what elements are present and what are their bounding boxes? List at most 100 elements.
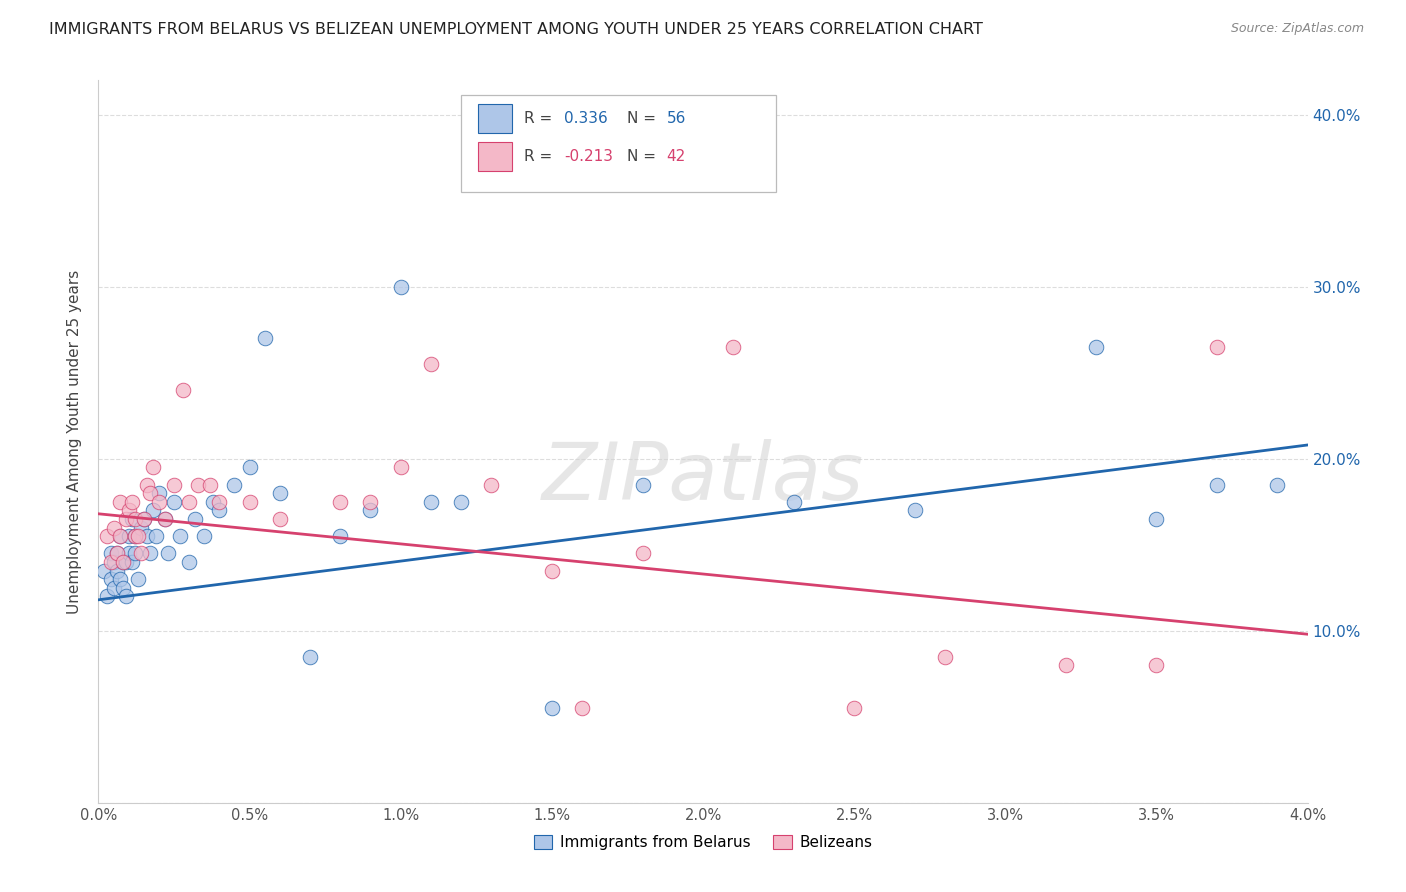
Point xyxy=(723,340,745,354)
Point xyxy=(139,546,162,560)
Text: -0.213: -0.213 xyxy=(564,149,613,163)
Point xyxy=(132,512,155,526)
Point xyxy=(389,460,412,475)
Point xyxy=(844,701,866,715)
Point xyxy=(153,512,176,526)
Point xyxy=(202,494,225,508)
Point xyxy=(631,477,654,491)
Point xyxy=(153,512,176,526)
Point xyxy=(114,555,136,569)
Point xyxy=(135,477,157,491)
Point xyxy=(1267,477,1289,491)
Point xyxy=(145,529,167,543)
Point xyxy=(179,494,201,508)
Point xyxy=(179,555,201,569)
Point xyxy=(103,520,125,534)
Point xyxy=(782,494,804,508)
Point xyxy=(100,555,122,569)
Point xyxy=(360,503,382,517)
Point xyxy=(184,512,207,526)
Point xyxy=(142,503,165,517)
Text: IMMIGRANTS FROM BELARUS VS BELIZEAN UNEMPLOYMENT AMONG YOUTH UNDER 25 YEARS CORR: IMMIGRANTS FROM BELARUS VS BELIZEAN UNEM… xyxy=(49,22,983,37)
Point xyxy=(148,494,170,508)
Point xyxy=(1054,658,1077,673)
Text: N =: N = xyxy=(627,112,661,126)
Point xyxy=(904,503,927,517)
Legend: Immigrants from Belarus, Belizeans: Immigrants from Belarus, Belizeans xyxy=(527,830,879,856)
Point xyxy=(114,590,136,604)
Text: 0.336: 0.336 xyxy=(564,112,607,126)
Point xyxy=(299,649,322,664)
Point xyxy=(129,520,152,534)
Point xyxy=(253,331,276,345)
Point xyxy=(156,546,179,560)
Point xyxy=(105,564,128,578)
Point xyxy=(121,494,143,508)
Point xyxy=(1206,340,1229,354)
Point xyxy=(124,546,146,560)
Point xyxy=(96,590,118,604)
Point xyxy=(163,477,186,491)
Point xyxy=(132,512,155,526)
Point xyxy=(169,529,191,543)
Point xyxy=(108,529,131,543)
Point xyxy=(111,555,134,569)
Point xyxy=(269,512,291,526)
Point xyxy=(111,555,134,569)
Point xyxy=(139,486,162,500)
Point xyxy=(108,529,131,543)
Point xyxy=(239,494,262,508)
Point xyxy=(105,546,128,560)
Point xyxy=(124,512,146,526)
Point xyxy=(329,494,352,508)
FancyBboxPatch shape xyxy=(478,142,512,170)
Point xyxy=(692,159,714,173)
Text: R =: R = xyxy=(524,112,557,126)
Point xyxy=(224,477,246,491)
Point xyxy=(631,546,654,560)
Point xyxy=(111,581,134,595)
Point xyxy=(187,477,209,491)
Point xyxy=(540,701,562,715)
Point xyxy=(450,494,472,508)
Point xyxy=(172,383,194,397)
Point xyxy=(481,477,503,491)
Point xyxy=(100,572,122,586)
Point xyxy=(148,486,170,500)
FancyBboxPatch shape xyxy=(461,95,776,193)
Point xyxy=(163,494,186,508)
Text: 42: 42 xyxy=(666,149,686,163)
Point xyxy=(124,529,146,543)
Point xyxy=(121,512,143,526)
Point xyxy=(129,546,152,560)
Point xyxy=(96,529,118,543)
Point xyxy=(420,494,443,508)
Point xyxy=(420,357,443,371)
Point xyxy=(100,546,122,560)
Point xyxy=(103,555,125,569)
Text: ZIPatlas: ZIPatlas xyxy=(541,439,865,516)
Point xyxy=(360,494,382,508)
Point xyxy=(208,494,231,508)
Point xyxy=(193,529,215,543)
Point xyxy=(389,279,412,293)
Point xyxy=(105,546,128,560)
Point xyxy=(118,503,141,517)
Point xyxy=(329,529,352,543)
Point xyxy=(1146,512,1168,526)
Point xyxy=(540,564,562,578)
Text: 56: 56 xyxy=(666,112,686,126)
Point xyxy=(127,529,149,543)
Point xyxy=(103,581,125,595)
Point xyxy=(121,555,143,569)
Point xyxy=(239,460,262,475)
FancyBboxPatch shape xyxy=(478,104,512,133)
Text: R =: R = xyxy=(524,149,557,163)
Point xyxy=(208,503,231,517)
Point xyxy=(571,701,593,715)
Text: N =: N = xyxy=(627,149,661,163)
Point xyxy=(269,486,291,500)
Point xyxy=(1206,477,1229,491)
Point xyxy=(934,649,956,664)
Point xyxy=(108,572,131,586)
